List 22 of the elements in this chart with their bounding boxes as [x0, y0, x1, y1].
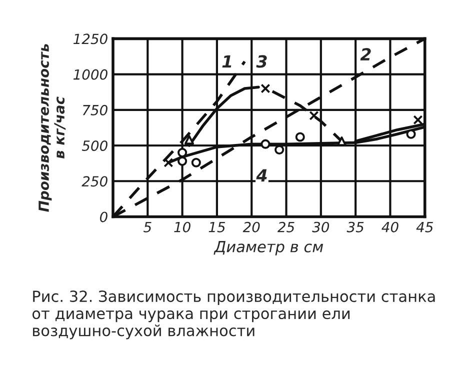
x-tick-label: 20 [242, 222, 260, 232]
x-tick-label: 15 [208, 222, 226, 232]
annotation: 3 [256, 55, 267, 68]
annotation: 2 [360, 48, 371, 60]
y-axis-title: Производительность в кг/час [38, 44, 66, 212]
y-tick-label: 750 [82, 104, 108, 116]
text: Рис. 32. Зависимость производительности станка от диаметра чурака при строгании ели воздушно-сухой влажности [32, 290, 435, 340]
y-tick-label: 1250 [73, 34, 108, 44]
x-tick-label: 35 [346, 222, 364, 232]
y-tick-label: 500 [82, 140, 108, 151]
x-tick-label: 30 [312, 222, 330, 232]
x-tick-label: 25 [277, 222, 294, 232]
y-tick-label: 0 [100, 212, 108, 222]
x-tick-label: 5 [144, 222, 152, 232]
x-axis-title: Диаметр в см [214, 241, 324, 256]
y-tick-label: 1000 [73, 69, 108, 80]
annotation: 4 [256, 169, 267, 182]
x-tick-label: 40 [382, 222, 398, 232]
annotation: 1 [222, 55, 232, 68]
y-tick-label: 250 [82, 176, 108, 187]
x-tick-label: 10 [174, 222, 190, 232]
x-tick-label: 45 [416, 222, 433, 232]
